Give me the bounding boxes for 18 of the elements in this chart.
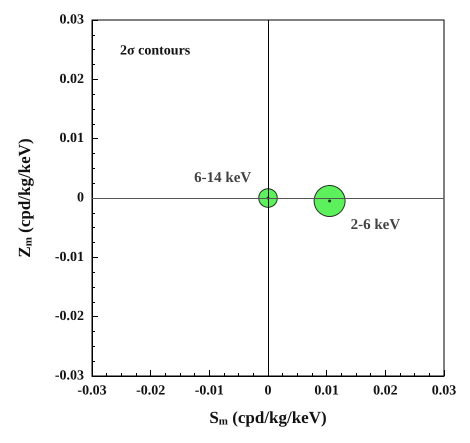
x-tick-label: 0.03 — [432, 384, 456, 398]
y-tick-label: -0.01 — [54, 250, 84, 265]
x-tick-label: -0.01 — [194, 384, 224, 398]
x-tick-label: 0.02 — [373, 384, 398, 398]
annotation: 2σ contours — [120, 44, 191, 58]
y-tick-label: 0 — [77, 190, 84, 206]
x-tick-label: 0.01 — [314, 384, 339, 398]
y-tick-label: 0.02 — [60, 72, 84, 87]
x-tick-label: 0 — [264, 384, 272, 398]
y-tick-label: 0.01 — [60, 131, 84, 146]
x-tick-label: -0.03 — [77, 384, 107, 398]
series-label: 2-6 keV — [350, 216, 400, 233]
series-label: 6-14 keV — [194, 170, 252, 186]
y-axis-title: Zm (cpd/kg/keV) — [15, 138, 34, 258]
y-tick-label: 0.03 — [60, 12, 84, 28]
x-tick-label: -0.02 — [136, 384, 166, 398]
y-tick-label: -0.03 — [54, 368, 84, 384]
y-tick-label: -0.02 — [54, 309, 84, 324]
